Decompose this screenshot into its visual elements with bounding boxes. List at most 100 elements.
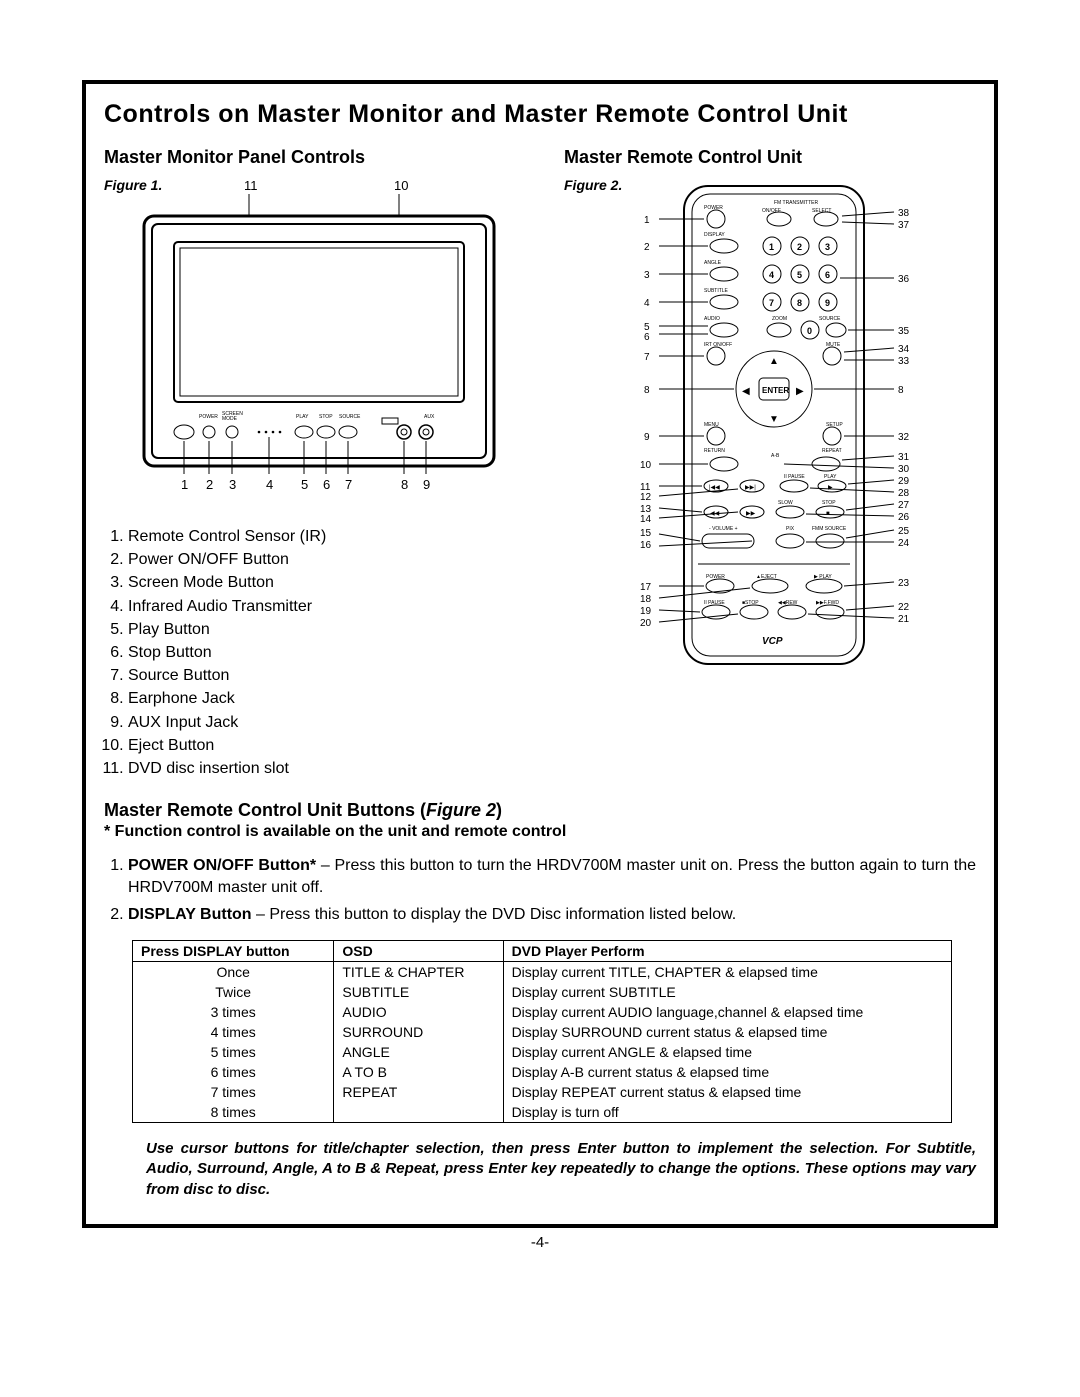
function-note: * Function control is available on the u… xyxy=(104,823,976,841)
svg-text:4: 4 xyxy=(644,298,650,309)
svg-text:6: 6 xyxy=(825,270,830,280)
svg-text:36: 36 xyxy=(898,274,910,285)
list-item: Stop Button xyxy=(128,641,524,664)
svg-text:▶▶: ▶▶ xyxy=(746,511,756,517)
svg-text:28: 28 xyxy=(898,488,910,499)
list-item: DISPLAY Button – Press this button to di… xyxy=(128,904,976,926)
svg-text:II PAUSE: II PAUSE xyxy=(784,474,805,480)
list-item: Remote Control Sensor (IR) xyxy=(128,525,524,548)
svg-text:PLAY: PLAY xyxy=(296,414,309,420)
svg-text:RETURN: RETURN xyxy=(704,448,725,454)
content-frame: Controls on Master Monitor and Master Re… xyxy=(82,80,998,1228)
svg-text:9: 9 xyxy=(825,298,830,308)
svg-text:7: 7 xyxy=(644,352,650,363)
svg-text:PLAY: PLAY xyxy=(824,474,837,480)
figure-2: Figure 2. POWER FM TRANSMITTER ON/OFF SE… xyxy=(564,174,984,679)
footnote: Use cursor buttons for title/chapter sel… xyxy=(146,1139,976,1200)
svg-text:SOURCE: SOURCE xyxy=(339,414,361,420)
svg-text:|◀◀: |◀◀ xyxy=(709,485,720,491)
svg-text:21: 21 xyxy=(898,614,910,625)
list-item: Earphone Jack xyxy=(128,687,524,710)
svg-text:5: 5 xyxy=(797,270,802,280)
svg-text:AUX: AUX xyxy=(424,414,435,420)
list-item: POWER ON/OFF Button* – Press this button… xyxy=(128,855,976,900)
svg-text:6: 6 xyxy=(323,477,330,492)
svg-text:ZOOM: ZOOM xyxy=(772,316,787,322)
svg-text:REPEAT: REPEAT xyxy=(822,448,842,454)
svg-text:19: 19 xyxy=(640,606,652,617)
page: Controls on Master Monitor and Master Re… xyxy=(0,0,1080,1291)
svg-text:FM TRANSMITTER: FM TRANSMITTER xyxy=(774,200,818,206)
svg-text:SOURCE: SOURCE xyxy=(819,316,841,322)
svg-text:20: 20 xyxy=(640,618,652,629)
svg-text:▶: ▶ xyxy=(796,386,804,397)
list-item: Source Button xyxy=(128,664,524,687)
svg-text:22: 22 xyxy=(898,602,910,613)
svg-text:DISPLAY: DISPLAY xyxy=(704,232,725,238)
svg-text:SUBTITLE: SUBTITLE xyxy=(704,288,729,294)
svg-text:STOP: STOP xyxy=(319,414,333,420)
svg-text:POWER: POWER xyxy=(199,414,218,420)
callout-top-10: 10 xyxy=(394,178,408,193)
list-item: DVD disc insertion slot xyxy=(128,757,524,780)
list-item: Screen Mode Button xyxy=(128,571,524,594)
svg-text:24: 24 xyxy=(898,538,910,549)
figure-1-label: Figure 1. xyxy=(104,177,162,193)
monitor-heading: Master Monitor Panel Controls xyxy=(104,147,524,168)
svg-text:8: 8 xyxy=(644,385,650,396)
list-item: Power ON/OFF Button xyxy=(128,548,524,571)
svg-text:3: 3 xyxy=(644,270,650,281)
svg-text:32: 32 xyxy=(898,432,910,443)
svg-text:30: 30 xyxy=(898,464,910,475)
svg-text:31: 31 xyxy=(898,452,910,463)
svg-text:1: 1 xyxy=(181,477,188,492)
left-column: Master Monitor Panel Controls Figure 1. … xyxy=(104,141,524,780)
svg-text:23: 23 xyxy=(898,578,910,589)
svg-text:STOP: STOP xyxy=(822,500,836,506)
svg-text:A-B: A-B xyxy=(771,453,780,459)
svg-text:3: 3 xyxy=(229,477,236,492)
button-description-list: POWER ON/OFF Button* – Press this button… xyxy=(104,855,976,926)
svg-text:2: 2 xyxy=(797,242,802,252)
svg-text:4: 4 xyxy=(769,270,774,280)
svg-text:25: 25 xyxy=(898,526,910,537)
svg-text:AUDIO: AUDIO xyxy=(704,316,720,322)
svg-text:1: 1 xyxy=(644,215,650,226)
svg-text:26: 26 xyxy=(898,512,910,523)
svg-text:35: 35 xyxy=(898,326,910,337)
svg-text:VCP: VCP xyxy=(762,636,783,647)
svg-text:SLOW: SLOW xyxy=(778,500,793,506)
svg-text:7: 7 xyxy=(345,477,352,492)
svg-text:14: 14 xyxy=(640,514,652,525)
table-header: DVD Player Perform xyxy=(503,941,951,962)
svg-text:6: 6 xyxy=(644,332,650,343)
main-title: Controls on Master Monitor and Master Re… xyxy=(104,100,976,129)
svg-text:MODE: MODE xyxy=(222,416,238,422)
two-column-layout: Master Monitor Panel Controls Figure 1. … xyxy=(104,141,976,780)
svg-text:5: 5 xyxy=(301,477,308,492)
svg-text:17: 17 xyxy=(640,582,652,593)
right-column: Master Remote Control Unit Figure 2. POW… xyxy=(564,141,984,780)
svg-text:SELECT: SELECT xyxy=(812,208,831,214)
svg-text:8: 8 xyxy=(898,385,904,396)
svg-text:37: 37 xyxy=(898,220,910,231)
svg-text:3: 3 xyxy=(825,242,830,252)
svg-text:▶▶|: ▶▶| xyxy=(745,485,756,491)
svg-text:PIX: PIX xyxy=(786,526,795,532)
svg-text:▲: ▲ xyxy=(769,356,779,367)
svg-text:0: 0 xyxy=(807,326,812,336)
svg-text:▼: ▼ xyxy=(769,414,779,425)
svg-text:ANGLE: ANGLE xyxy=(704,260,722,266)
svg-text:- VOLUME +: - VOLUME + xyxy=(709,526,738,532)
svg-text:15: 15 xyxy=(640,528,652,539)
svg-text:8: 8 xyxy=(797,298,802,308)
list-item: Eject Button xyxy=(128,734,524,757)
svg-text:18: 18 xyxy=(640,594,652,605)
svg-text:7: 7 xyxy=(769,298,774,308)
svg-text:27: 27 xyxy=(898,500,910,511)
display-button-table: Press DISPLAY button OSD DVD Player Perf… xyxy=(132,940,952,1123)
svg-text:9: 9 xyxy=(644,432,650,443)
list-item: AUX Input Jack xyxy=(128,711,524,734)
remote-heading: Master Remote Control Unit xyxy=(564,147,984,168)
figure-2-label: Figure 2. xyxy=(564,177,622,193)
